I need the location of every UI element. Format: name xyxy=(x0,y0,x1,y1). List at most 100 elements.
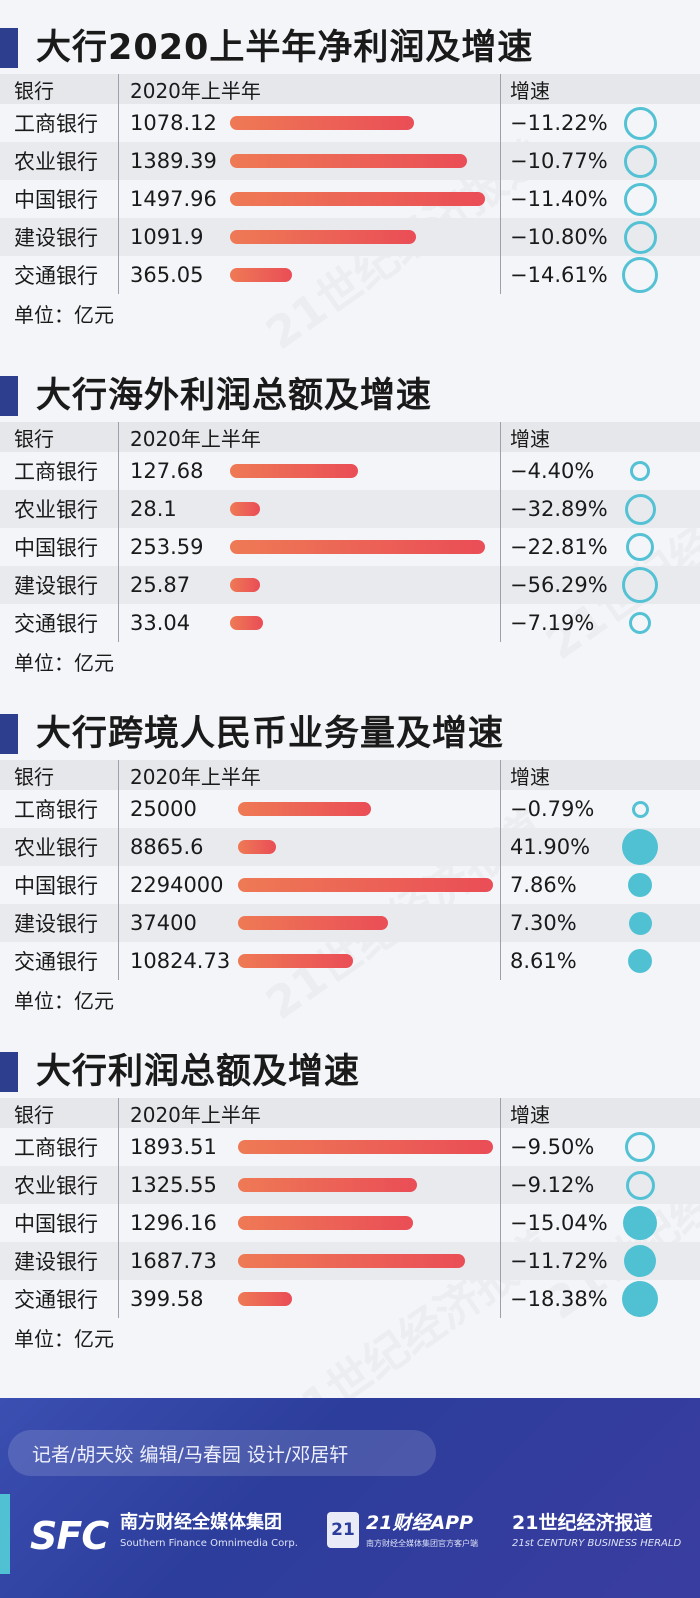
table-row: 农业银行 8865.6 41.90% xyxy=(0,828,700,866)
app-subtitle: 南方财经全媒体集团官方客户端 xyxy=(366,1539,478,1548)
growth-bubble xyxy=(623,182,657,216)
bank-name: 工商银行 xyxy=(14,460,98,484)
growth-label: −7.19% xyxy=(510,611,595,635)
value-bar xyxy=(238,1140,493,1154)
value-label: 1497.96 xyxy=(130,187,217,211)
chart-title: 大行跨境人民币业务量及增速 xyxy=(36,714,505,754)
growth-bubble xyxy=(623,106,657,140)
value-bar xyxy=(238,1254,465,1268)
growth-bubble xyxy=(628,949,652,973)
header-cell: 增速 xyxy=(510,764,550,789)
growth-label: −14.61% xyxy=(510,263,608,287)
logo-bar: SFC 南方财经全媒体集团 Southern Finance Omnimedia… xyxy=(0,1494,700,1574)
chart-section: 大行海外利润总额及增速 银行 2020年上半年 增速 工商银行 127.68 −4.40% 农… xyxy=(0,360,700,675)
value-bar xyxy=(238,954,353,968)
table-header: 银行 2020年上半年 增速 xyxy=(0,760,700,790)
table-row: 交通银行 399.58 −18.38% xyxy=(0,1280,700,1318)
column-divider xyxy=(500,422,501,642)
growth-label: −11.72% xyxy=(510,1249,608,1273)
growth-bubble xyxy=(624,1245,656,1277)
header-cell: 2020年上半年 xyxy=(130,78,261,103)
table-row: 工商银行 1078.12 −11.22% xyxy=(0,104,700,142)
app-name: 21财经APP xyxy=(366,1512,473,1534)
growth-label: −9.50% xyxy=(510,1135,595,1159)
herald-name-cn: 21世纪经济报道 xyxy=(512,1512,653,1534)
header-cell: 增速 xyxy=(510,426,550,451)
header-cell: 增速 xyxy=(510,78,550,103)
bank-name: 建设银行 xyxy=(14,574,98,598)
header-cell: 银行 xyxy=(14,1102,54,1127)
growth-bubble xyxy=(629,612,651,634)
table-header: 银行 2020年上半年 增速 xyxy=(0,74,700,104)
growth-label: 7.30% xyxy=(510,911,577,935)
unit-label: 单位：亿元 xyxy=(14,988,114,1013)
growth-bubble xyxy=(623,220,657,254)
value-bar xyxy=(230,154,467,168)
growth-label: −10.77% xyxy=(510,149,608,173)
chart-title: 大行利润总额及增速 xyxy=(36,1052,361,1092)
credits: 记者/胡天姣 编辑/马春园 设计/邓居轩 xyxy=(8,1430,436,1476)
herald-name-en: 21st CENTURY BUSINESS HERALD xyxy=(512,1538,682,1549)
table-row: 建设银行 25.87 −56.29% xyxy=(0,566,700,604)
title-marker xyxy=(0,28,18,68)
growth-bubble xyxy=(626,533,654,561)
value-bar xyxy=(230,192,485,206)
unit-label: 单位：亿元 xyxy=(14,650,114,675)
value-bar xyxy=(238,916,388,930)
growth-label: −15.04% xyxy=(510,1211,608,1235)
unit-label: 单位：亿元 xyxy=(14,1326,114,1351)
value-bar xyxy=(230,502,260,516)
bank-name: 建设银行 xyxy=(14,1250,98,1274)
value-bar xyxy=(238,802,371,816)
bank-name: 交通银行 xyxy=(14,612,98,636)
section-title: 大行2020上半年净利润及增速 xyxy=(0,12,700,74)
value-bar xyxy=(238,840,276,854)
growth-label: −22.81% xyxy=(510,535,608,559)
value-label: 1091.9 xyxy=(130,225,204,249)
growth-bubble xyxy=(628,873,652,897)
table-header: 银行 2020年上半年 增速 xyxy=(0,422,700,452)
value-bar xyxy=(238,1216,413,1230)
sfc-name-en: Southern Finance Omnimedia Corp. xyxy=(120,1538,298,1549)
bank-name: 工商银行 xyxy=(14,1136,98,1160)
data-table: 银行 2020年上半年 增速 工商银行 1078.12 −11.22% 农业银行 1389.3… xyxy=(0,74,700,294)
value-bar xyxy=(230,464,358,478)
value-bar xyxy=(230,230,416,244)
sfc-logo: SFC xyxy=(30,1514,109,1558)
value-label: 37400 xyxy=(130,911,197,935)
chart-section: 大行利润总额及增速 银行 2020年上半年 增速 工商银行 1893.51 −9.50% 农业… xyxy=(0,1036,700,1351)
bank-name: 交通银行 xyxy=(14,950,98,974)
table-row: 中国银行 253.59 −22.81% xyxy=(0,528,700,566)
title-marker xyxy=(0,1052,18,1092)
value-label: 1893.51 xyxy=(130,1135,217,1159)
growth-bubble xyxy=(623,144,657,178)
bank-name: 农业银行 xyxy=(14,498,98,522)
section-title: 大行利润总额及增速 xyxy=(0,1036,700,1098)
growth-label: −9.12% xyxy=(510,1173,595,1197)
header-cell: 增速 xyxy=(510,1102,550,1127)
column-divider xyxy=(500,1098,501,1318)
bank-name: 交通银行 xyxy=(14,1288,98,1312)
growth-label: −0.79% xyxy=(510,797,595,821)
table-header: 银行 2020年上半年 增速 xyxy=(0,1098,700,1128)
growth-bubble xyxy=(622,829,658,865)
growth-bubble xyxy=(628,911,652,935)
chart-section: 大行跨境人民币业务量及增速 银行 2020年上半年 增速 工商银行 25000 −0.79%… xyxy=(0,698,700,1013)
bank-name: 农业银行 xyxy=(14,836,98,860)
growth-bubble xyxy=(625,1170,655,1200)
header-cell: 2020年上半年 xyxy=(130,764,261,789)
growth-bubble xyxy=(622,1281,658,1317)
column-divider xyxy=(500,74,501,294)
chart-title: 大行2020上半年净利润及增速 xyxy=(36,28,534,68)
data-table: 银行 2020年上半年 增速 工商银行 25000 −0.79% 农业银行 8865.6 41.… xyxy=(0,760,700,980)
column-divider xyxy=(500,760,501,980)
value-label: 365.05 xyxy=(130,263,204,287)
bank-name: 中国银行 xyxy=(14,1212,98,1236)
value-label: 1687.73 xyxy=(130,1249,217,1273)
value-label: 399.58 xyxy=(130,1287,204,1311)
growth-bubble xyxy=(624,493,656,525)
value-bar xyxy=(238,878,493,892)
value-bar xyxy=(238,1292,292,1306)
value-label: 10824.73 xyxy=(130,949,231,973)
title-marker xyxy=(0,714,18,754)
